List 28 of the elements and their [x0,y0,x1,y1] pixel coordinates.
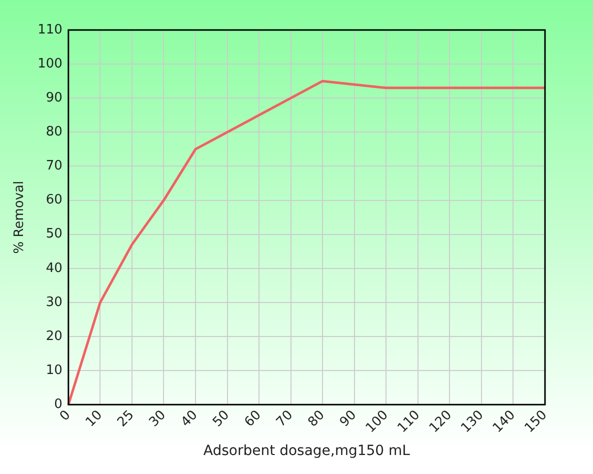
x-tick-label: 70 [274,408,296,430]
y-tick-label: 30 [46,294,62,310]
x-tick-label: 100 [363,408,392,436]
x-tick-label: 120 [426,408,455,436]
x-tick-label: 110 [394,408,424,436]
y-tick-label: 70 [46,158,62,174]
y-tick-label: 100 [38,56,62,72]
x-tick-label: 80 [306,408,328,430]
x-tick-label: 140 [490,408,518,436]
y-tick-label: 40 [46,260,62,276]
x-tick-label: 10 [83,408,106,430]
x-tick-label: 60 [242,408,264,430]
x-tick-label: 130 [458,408,487,436]
y-tick-label: 60 [46,192,62,208]
y-axis-title: % Removal [12,180,28,254]
y-tick-label: 10 [46,362,62,378]
x-tick-label: 90 [337,408,360,430]
y-tick-label: 20 [46,328,62,344]
x-tick-label: 150 [522,408,550,436]
x-tick-label: 25 [114,408,138,430]
y-tick-label: 90 [46,90,62,106]
x-tick-label: 40 [178,408,201,430]
y-tick-label: 80 [46,124,62,140]
y-tick-label: 110 [38,22,62,38]
x-axis-title: Adsorbent dosage,mg150 mL [203,443,410,460]
x-tick-label: 30 [146,408,169,430]
y-tick-label: 50 [46,226,62,242]
x-tick-label: 50 [210,408,232,430]
